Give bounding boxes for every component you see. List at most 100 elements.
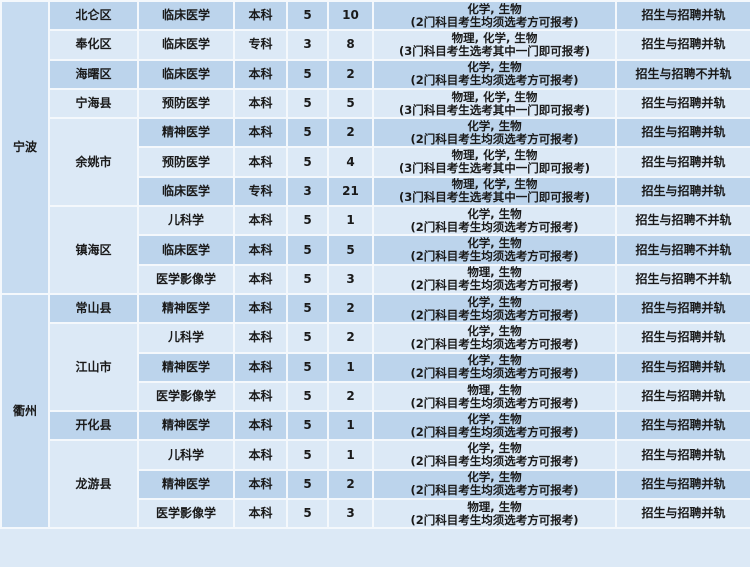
major-cell: 临床医学 (137, 0, 235, 32)
years-cell: 5 (286, 58, 329, 90)
district-cell: 镇海区 (48, 205, 139, 295)
subject-requirement-cell: 物理, 化学, 生物 (3门科目考生选考其中一门即可报考) (372, 87, 617, 120)
level-cell: 本科 (233, 410, 288, 442)
level-cell: 专科 (233, 175, 288, 208)
subjects: 化学, 生物 (467, 118, 522, 133)
subject-requirement-cell: 化学, 生物 (2门科目考生均须选考方可报考) (372, 58, 617, 90)
subjects-rule: (3门科目考生选考其中一门即可报考) (398, 43, 590, 58)
subjects: 物理, 化学, 生物 (451, 148, 538, 163)
level-cell: 本科 (233, 498, 288, 530)
note-cell: 招生与招聘并轨 (615, 498, 750, 530)
subject-requirement-cell: 化学, 生物 (2门科目考生均须选考方可报考) (372, 439, 617, 471)
subject-requirement-cell: 物理, 生物 (2门科目考生均须选考方可报考) (372, 380, 617, 413)
major-cell: 儿科学 (137, 205, 235, 237)
district-cell: 海曙区 (48, 58, 139, 90)
subjects-rule: (2门科目考生均须选考方可报考) (410, 131, 579, 146)
major-cell: 临床医学 (137, 175, 235, 208)
count-cell: 2 (327, 58, 374, 90)
district-cell: 常山县 (48, 292, 139, 325)
subjects-rule: (2门科目考生均须选考方可报考) (410, 454, 579, 469)
years-cell: 5 (286, 380, 329, 413)
level-cell: 本科 (233, 351, 288, 383)
subjects: 化学, 生物 (467, 1, 522, 16)
note-cell: 招生与招聘并轨 (615, 146, 750, 178)
years-cell: 5 (286, 205, 329, 237)
table-row: 医学影像学 本科 5 3 物理, 生物 (2门科目考生均须选考方可报考) 招生与招聘不并轨 (1, 263, 750, 295)
subject-requirement-cell: 化学, 生物 (2门科目考生均须选考方可报考) (372, 322, 617, 354)
subjects-rule: (2门科目考生均须选考方可报考) (410, 278, 579, 293)
subjects-rule: (2门科目考生均须选考方可报考) (410, 366, 579, 381)
note-cell: 招生与招聘并轨 (615, 380, 750, 413)
level-cell: 本科 (233, 146, 288, 178)
count-cell: 2 (327, 117, 374, 149)
subjects-rule: (2门科目考生均须选考方可报考) (410, 73, 579, 88)
subjects-rule: (3门科目考生选考其中一门即可报考) (398, 161, 590, 176)
subjects: 化学, 生物 (467, 470, 522, 485)
district-cell: 开化县 (48, 410, 139, 442)
major-cell: 临床医学 (137, 234, 235, 266)
subjects-rule: (2门科目考生均须选考方可报考) (410, 336, 579, 351)
subject-requirement-cell: 物理, 化学, 生物 (3门科目考生选考其中一门即可报考) (372, 175, 617, 208)
table-row: 医学影像学 本科 5 2 物理, 生物 (2门科目考生均须选考方可报考) 招生与招聘并轨 (1, 380, 750, 413)
subject-requirement-cell: 物理, 生物 (2门科目考生均须选考方可报考) (372, 498, 617, 530)
note-cell: 招生与招聘并轨 (615, 468, 750, 501)
years-cell: 5 (286, 498, 329, 530)
subjects: 化学, 生物 (467, 411, 522, 426)
note-cell: 招生与招聘并轨 (615, 175, 750, 208)
years-cell: 5 (286, 468, 329, 501)
subjects: 化学, 生物 (467, 353, 522, 368)
count-cell: 1 (327, 351, 374, 383)
count-cell: 4 (327, 146, 374, 178)
level-cell: 本科 (233, 380, 288, 413)
major-cell: 预防医学 (137, 87, 235, 120)
subjects-rule: (2门科目考生均须选考方可报考) (410, 14, 579, 29)
major-cell: 医学影像学 (137, 498, 235, 530)
subjects: 化学, 生物 (467, 206, 522, 221)
note-cell: 招生与招聘不并轨 (615, 234, 750, 266)
subject-requirement-cell: 化学, 生物 (2门科目考生均须选考方可报考) (372, 351, 617, 383)
table-row: 江山市 儿科学 本科 5 2 化学, 生物 (2门科目考生均须选考方可报考) 招生与招聘并轨 (1, 322, 750, 413)
count-cell: 2 (327, 322, 374, 354)
note-cell: 招生与招聘并轨 (615, 292, 750, 325)
table-row: 精神医学 本科 5 1 化学, 生物 (2门科目考生均须选考方可报考) 招生与招聘并轨 (1, 351, 750, 383)
years-cell: 5 (286, 263, 329, 295)
note-cell: 招生与招聘并轨 (615, 87, 750, 120)
level-cell: 本科 (233, 58, 288, 90)
subject-requirement-cell: 化学, 生物 (2门科目考生均须选考方可报考) (372, 234, 617, 266)
subject-requirement-cell: 化学, 生物 (2门科目考生均须选考方可报考) (372, 0, 617, 32)
table-row: 预防医学 本科 5 4 物理, 化学, 生物 (3门科目考生选考其中一门即可报考) 招生与招… (1, 146, 750, 178)
subjects: 化学, 生物 (467, 60, 522, 75)
level-cell: 本科 (233, 87, 288, 120)
level-cell: 本科 (233, 205, 288, 237)
subjects: 化学, 生物 (467, 294, 522, 309)
count-cell: 5 (327, 234, 374, 266)
years-cell: 3 (286, 29, 329, 61)
quota-table: 宁波 北仑区 临床医学 本科 5 10 化学, 生物 (2门科目考生均须选考方可报考) 招生与招… (0, 0, 750, 530)
count-cell: 3 (327, 498, 374, 530)
count-cell: 1 (327, 205, 374, 237)
note-cell: 招生与招聘并轨 (615, 351, 750, 383)
table-row: 衢州 常山县 精神医学 本科 5 2 化学, 生物 (2门科目考生均须选考方可报考) 招生与招聘… (0, 292, 750, 530)
level-cell: 本科 (233, 292, 288, 325)
district-cell: 宁海县 (48, 87, 139, 120)
note-cell: 招生与招聘并轨 (615, 322, 750, 354)
level-cell: 本科 (233, 263, 288, 295)
count-cell: 10 (327, 0, 374, 32)
major-cell: 精神医学 (137, 117, 235, 149)
level-cell: 本科 (233, 117, 288, 149)
note-cell: 招生与招聘不并轨 (615, 58, 750, 90)
subject-requirement-cell: 化学, 生物 (2门科目考生均须选考方可报考) (372, 292, 617, 325)
major-cell: 精神医学 (137, 410, 235, 442)
count-cell: 1 (327, 410, 374, 442)
note-cell: 招生与招聘并轨 (615, 439, 750, 471)
table-row: 奉化区 临床医学 专科 3 8 物理, 化学, 生物 (3门科目考生选考其中一门即可报考) 招… (1, 29, 750, 61)
subjects: 化学, 生物 (467, 441, 522, 456)
subject-requirement-cell: 物理, 化学, 生物 (3门科目考生选考其中一门即可报考) (372, 146, 617, 178)
note-cell: 招生与招聘不并轨 (615, 205, 750, 237)
years-cell: 5 (286, 117, 329, 149)
district-cell: 余姚市 (48, 117, 139, 208)
major-cell: 医学影像学 (137, 263, 235, 295)
table-row: 宁波 北仑区 临床医学 本科 5 10 化学, 生物 (2门科目考生均须选考方可报考) 招生与招… (0, 0, 750, 295)
table-row: 龙游县 儿科学 本科 5 1 化学, 生物 (2门科目考生均须选考方可报考) 招生与招聘并轨 (1, 439, 750, 530)
subjects-rule: (3门科目考生选考其中一门即可报考) (398, 190, 590, 205)
